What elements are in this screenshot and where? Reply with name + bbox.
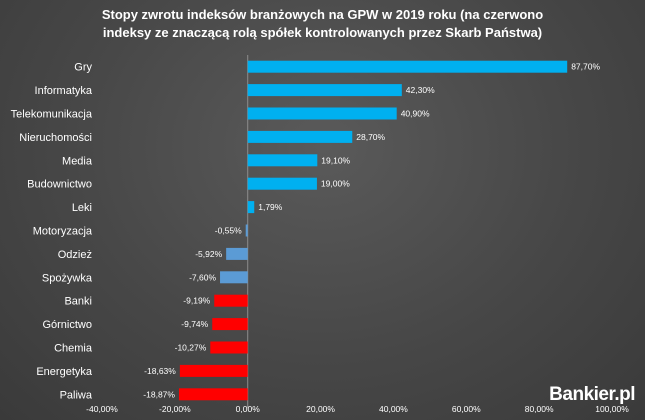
bar-9 (220, 271, 248, 284)
value-labels: 87,70% 42,30% 40,90% 28,70% 19,10% 19,00% 1,79… (143, 62, 600, 400)
x-tick-label: 100,00% (595, 404, 629, 414)
bar-7 (245, 224, 248, 237)
value-label: 42,30% (406, 85, 435, 95)
value-label: -5,92% (195, 249, 222, 259)
chart-title-line-1: Stopy zwrotu indeksów branżowych na GPW … (101, 7, 544, 22)
x-tick-label: -20,00% (159, 404, 191, 414)
category-label: Chemia (54, 343, 93, 355)
category-label: Energetyka (36, 366, 93, 378)
bar-0 (247, 60, 568, 73)
bar-3 (247, 130, 353, 143)
bar-8 (226, 247, 248, 260)
bar-13 (179, 364, 248, 377)
x-tick-label: 40,00% (379, 404, 408, 414)
category-label: Motoryzacja (33, 226, 93, 238)
category-label: Budownictwo (27, 179, 92, 191)
chart-title: Stopy zwrotu indeksów branżowych na GPW … (0, 6, 645, 42)
value-label: -7,60% (189, 272, 216, 282)
bar-11 (212, 318, 248, 331)
x-tick-label: 60,00% (452, 404, 481, 414)
bar-4 (247, 154, 318, 167)
category-label: Paliwa (60, 389, 93, 401)
category-labels: Gry Informatyka Telekomunikacja Nieruchomoś… (11, 62, 93, 402)
bar-12 (210, 341, 248, 354)
chart-title-line-2: indeksy ze znaczącą rolą spółek kontrolo… (102, 25, 543, 40)
value-label: -0,55% (215, 226, 242, 236)
x-tick-label: 20,00% (306, 404, 335, 414)
category-label: Banki (64, 296, 92, 308)
category-label: Spożywka (42, 272, 93, 284)
category-label: Nieruchomości (19, 132, 92, 144)
bar-2 (247, 107, 397, 120)
value-label: 87,70% (571, 62, 600, 72)
value-label: 40,90% (401, 109, 430, 119)
value-label: -18,63% (144, 366, 176, 376)
bar-14 (178, 388, 248, 401)
value-label: 1,79% (258, 202, 283, 212)
x-tick-label: -40,00% (86, 404, 118, 414)
value-label: 19,00% (321, 179, 350, 189)
value-label: -9,74% (181, 319, 208, 329)
bankier-logo: Bankier.pl (549, 384, 635, 405)
x-tick-label: 80,00% (525, 404, 554, 414)
bar-10 (214, 294, 248, 307)
bar-6 (247, 201, 255, 214)
category-label: Telekomunikacja (11, 109, 93, 121)
category-label: Leki (72, 202, 92, 214)
category-label: Media (62, 155, 93, 167)
bars-group (178, 60, 568, 401)
value-label: -10,27% (175, 343, 207, 353)
category-label: Informatyka (35, 85, 93, 97)
value-label: -9,19% (183, 296, 210, 306)
bar-1 (247, 84, 402, 97)
category-label: Odzież (58, 249, 92, 261)
x-axis-ticks: -40,00% -20,00% 0,00% 20,00% 40,00% 60,00% 80,… (86, 404, 629, 414)
category-label: Gry (74, 62, 92, 74)
category-label: Górnictwo (42, 319, 92, 331)
x-tick-label: 0,00% (236, 404, 261, 414)
value-label: -18,87% (143, 389, 175, 399)
value-label: 19,10% (321, 155, 350, 165)
bar-5 (247, 177, 317, 190)
value-label: 28,70% (356, 132, 385, 142)
